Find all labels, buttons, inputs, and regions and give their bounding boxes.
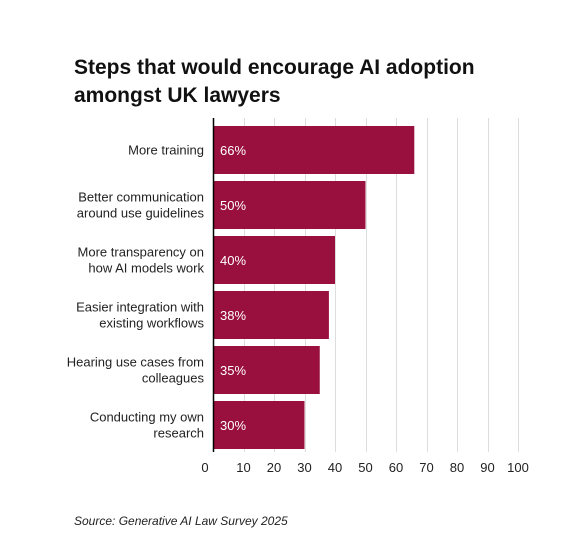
- category-label: More transparency on: [78, 245, 204, 260]
- category-label: around use guidelines: [77, 206, 205, 221]
- category-label: Easier integration with: [76, 300, 204, 315]
- x-tick-label: 70: [419, 460, 433, 475]
- data-label: 66%: [220, 143, 246, 158]
- category-label: Hearing use cases from: [67, 355, 204, 370]
- category-label: More training: [128, 143, 204, 158]
- x-tick-label: 90: [480, 460, 494, 475]
- bar: [213, 236, 335, 284]
- bar: [213, 181, 366, 229]
- x-tick-label: 0: [201, 460, 208, 475]
- category-label: colleagues: [142, 371, 205, 386]
- data-label: 50%: [220, 198, 246, 213]
- source-note: Source: Generative AI Law Survey 2025: [74, 514, 288, 528]
- bar: [213, 346, 320, 394]
- data-label: 38%: [220, 308, 246, 323]
- x-tick-label: 20: [267, 460, 281, 475]
- x-tick-label: 10: [236, 460, 250, 475]
- category-label: existing workflows: [99, 316, 204, 331]
- category-label: research: [153, 426, 204, 441]
- x-tick-label: 40: [328, 460, 342, 475]
- x-tick-label: 50: [358, 460, 372, 475]
- data-label: 30%: [220, 418, 246, 433]
- x-tick-label: 80: [450, 460, 464, 475]
- x-tick-label: 100: [507, 460, 529, 475]
- category-label: how AI models work: [88, 261, 204, 276]
- x-tick-label: 30: [297, 460, 311, 475]
- bar: [213, 126, 415, 174]
- category-label: Conducting my own: [90, 410, 204, 425]
- category-label: Better communication: [78, 190, 204, 205]
- bar: [213, 291, 329, 339]
- chart-title: Steps that would encourage AI adoption a…: [74, 56, 475, 107]
- bar: [213, 401, 305, 449]
- data-label: 35%: [220, 363, 246, 378]
- x-tick-label: 60: [389, 460, 403, 475]
- data-label: 40%: [220, 253, 246, 268]
